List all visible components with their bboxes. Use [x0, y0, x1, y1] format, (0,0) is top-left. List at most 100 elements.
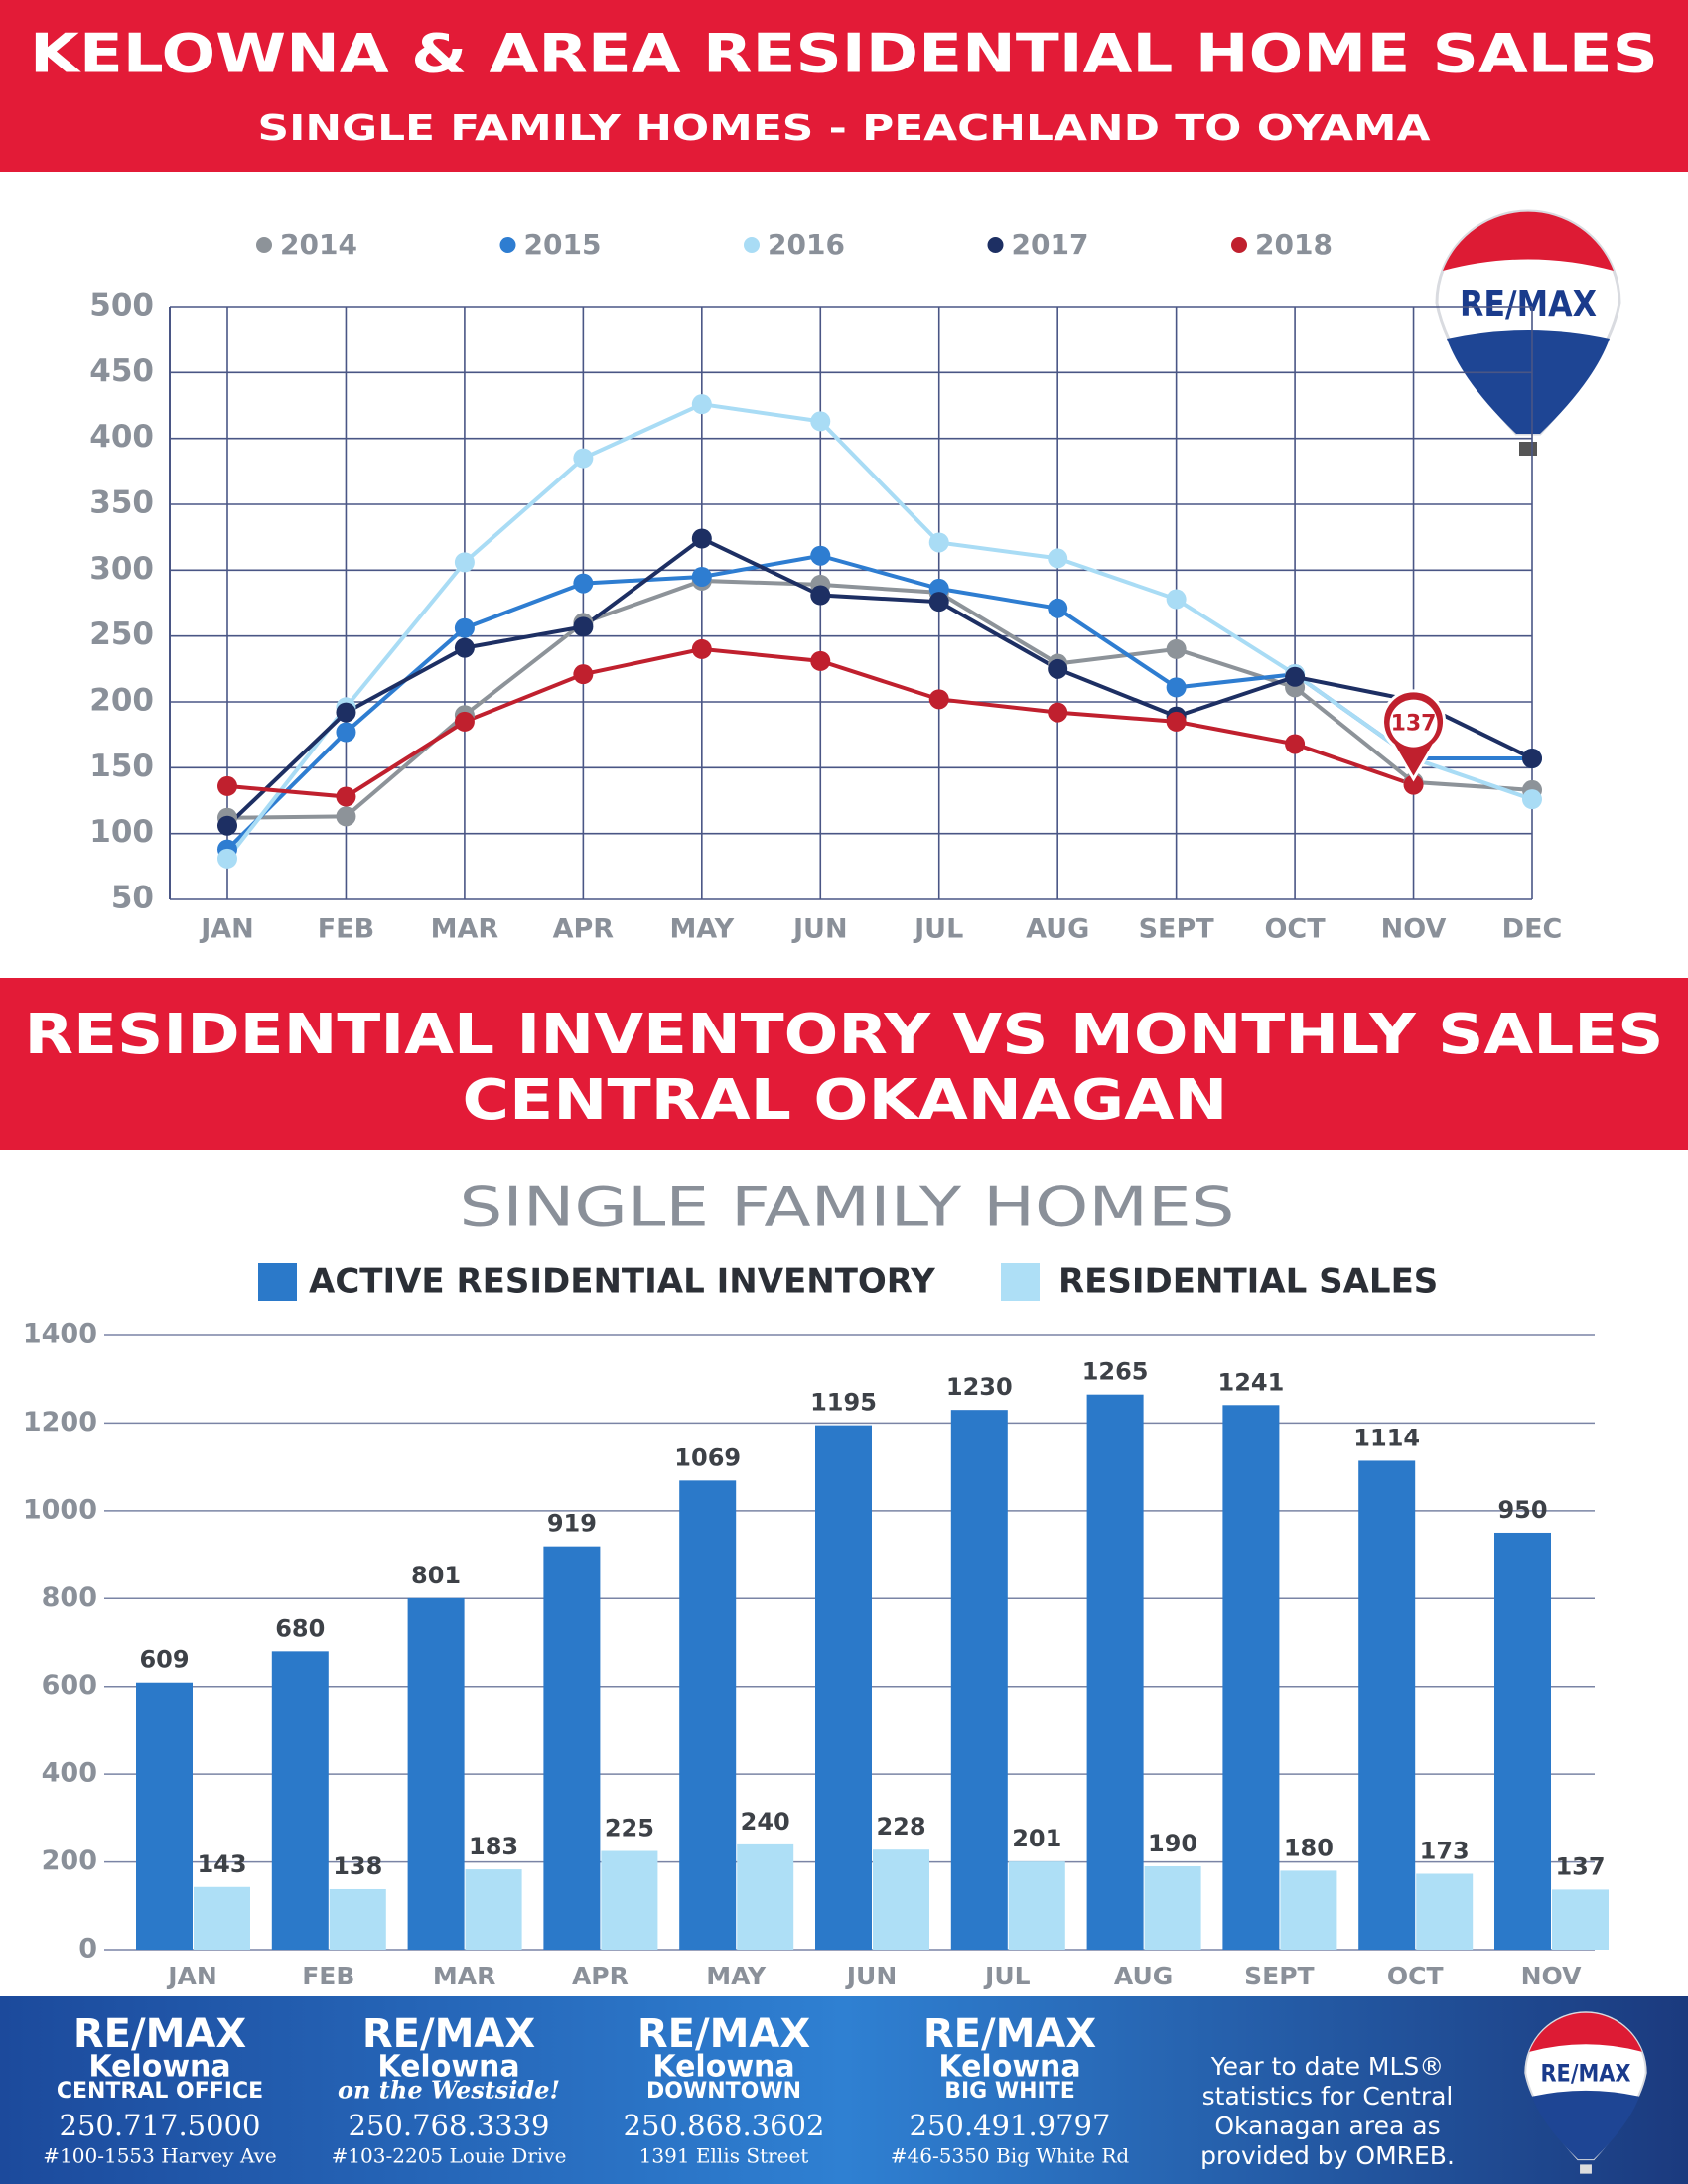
- office-brand: RE/MAX: [73, 2011, 246, 2057]
- data-label: 225: [605, 1815, 654, 1843]
- bar: [271, 1651, 329, 1950]
- bar: [1494, 1532, 1551, 1950]
- data-point: [1048, 658, 1068, 679]
- data-point: [1403, 774, 1424, 795]
- footer-note: statistics for Central: [1202, 2082, 1454, 2111]
- data-point: [928, 592, 949, 613]
- data-label: 1195: [810, 1389, 877, 1417]
- legend-label: 2014: [280, 228, 357, 261]
- y-tick-label: 150: [89, 749, 154, 784]
- data-point: [336, 806, 356, 827]
- data-label: 1265: [1082, 1358, 1149, 1386]
- data-point: [336, 722, 356, 743]
- footer-note: Year to date MLS®: [1210, 2052, 1445, 2081]
- office-branch: CENTRAL OFFICE: [57, 2079, 263, 2104]
- data-label: 950: [1497, 1496, 1547, 1524]
- data-point: [1048, 548, 1068, 569]
- callout-label: 137: [1391, 712, 1437, 737]
- header-subtitle: SINGLE FAMILY HOMES - PEACHLAND TO OYAMA: [258, 108, 1431, 149]
- bar: [194, 1886, 250, 1950]
- section-title: RESIDENTIAL INVENTORY VS MONTHLY SALES: [25, 1003, 1664, 1067]
- data-label: 137: [1555, 1852, 1605, 1880]
- y-tick-label: 1400: [23, 1319, 97, 1350]
- data-point: [1285, 734, 1306, 754]
- bar: [737, 1843, 794, 1950]
- data-label: 680: [275, 1614, 325, 1642]
- x-tick-label: JUN: [845, 1962, 898, 1990]
- data-point: [1166, 711, 1187, 732]
- legend-label: RESIDENTIAL SALES: [1058, 1262, 1438, 1301]
- data-label: 1069: [674, 1443, 741, 1471]
- legend-marker: [744, 237, 760, 253]
- data-label: 190: [1148, 1830, 1197, 1857]
- data-label: 1114: [1353, 1424, 1420, 1451]
- data-point: [1522, 789, 1542, 810]
- data-point: [691, 394, 712, 415]
- y-tick-label: 800: [42, 1582, 97, 1613]
- x-tick-label: FEB: [318, 914, 374, 945]
- bar: [1358, 1460, 1416, 1950]
- data-point: [1048, 702, 1068, 723]
- bar: [950, 1410, 1008, 1950]
- bar: [1086, 1394, 1144, 1950]
- office-brand: RE/MAX: [923, 2011, 1096, 2057]
- series-line: [225, 536, 1533, 828]
- data-point: [454, 552, 475, 573]
- office-branch: on the Westside!: [338, 2076, 560, 2105]
- bar: [679, 1480, 737, 1950]
- data-label: 143: [197, 1850, 246, 1878]
- legend-label: ACTIVE RESIDENTIAL INVENTORY: [309, 1262, 935, 1301]
- data-label: 173: [1420, 1838, 1470, 1865]
- office-phone: 250.868.3602: [624, 2109, 825, 2142]
- data-point: [217, 815, 237, 836]
- x-tick-label: MAY: [669, 914, 734, 945]
- x-tick-label: AUG: [1114, 1962, 1173, 1990]
- legend-label: 2016: [768, 228, 845, 261]
- y-tick-label: 200: [42, 1845, 97, 1876]
- bar: [1552, 1889, 1609, 1950]
- data-point: [810, 411, 831, 432]
- data-point: [1522, 749, 1542, 769]
- data-point: [1048, 598, 1068, 618]
- y-tick-label: 100: [89, 814, 154, 850]
- data-label: 183: [469, 1833, 518, 1860]
- x-tick-label: FEB: [302, 1962, 354, 1990]
- bar: [815, 1425, 872, 1950]
- logo-text: RE/MAX: [1460, 284, 1597, 325]
- footer-note: provided by OMREB.: [1200, 2141, 1455, 2170]
- data-point: [1166, 589, 1187, 610]
- office-brand: RE/MAX: [637, 2011, 810, 2057]
- logo-text: RE/MAX: [1540, 2059, 1630, 2087]
- y-tick-label: 400: [42, 1758, 97, 1789]
- x-tick-label: APR: [572, 1962, 629, 1990]
- y-tick-label: 300: [89, 551, 154, 587]
- legend-marker: [1231, 237, 1247, 253]
- data-point: [217, 775, 237, 796]
- x-tick-label: OCT: [1387, 1962, 1444, 1990]
- x-tick-label: JAN: [199, 914, 254, 945]
- legend-label: 2017: [1012, 228, 1089, 261]
- office-city: Kelowna: [938, 2050, 1080, 2085]
- data-point: [336, 702, 356, 723]
- data-point: [454, 617, 475, 638]
- data-label: 228: [876, 1813, 925, 1841]
- office-phone: 250.768.3339: [349, 2109, 550, 2142]
- data-point: [573, 573, 594, 594]
- data-point: [691, 638, 712, 659]
- legend-marker: [256, 237, 272, 253]
- bar: [465, 1869, 522, 1950]
- y-tick-label: 400: [89, 419, 154, 455]
- x-tick-label: JUN: [791, 914, 848, 945]
- bar: [136, 1682, 193, 1950]
- x-tick-label: MAR: [433, 1962, 495, 1990]
- section-title: CENTRAL OKANAGAN: [463, 1068, 1228, 1133]
- y-tick-label: 250: [89, 616, 154, 652]
- data-point: [691, 566, 712, 587]
- data-point: [810, 585, 831, 606]
- data-label: 1230: [946, 1373, 1013, 1401]
- y-tick-label: 0: [78, 1934, 97, 1965]
- data-point: [928, 532, 949, 553]
- data-point: [573, 448, 594, 469]
- bar: [601, 1850, 658, 1950]
- data-point: [454, 711, 475, 732]
